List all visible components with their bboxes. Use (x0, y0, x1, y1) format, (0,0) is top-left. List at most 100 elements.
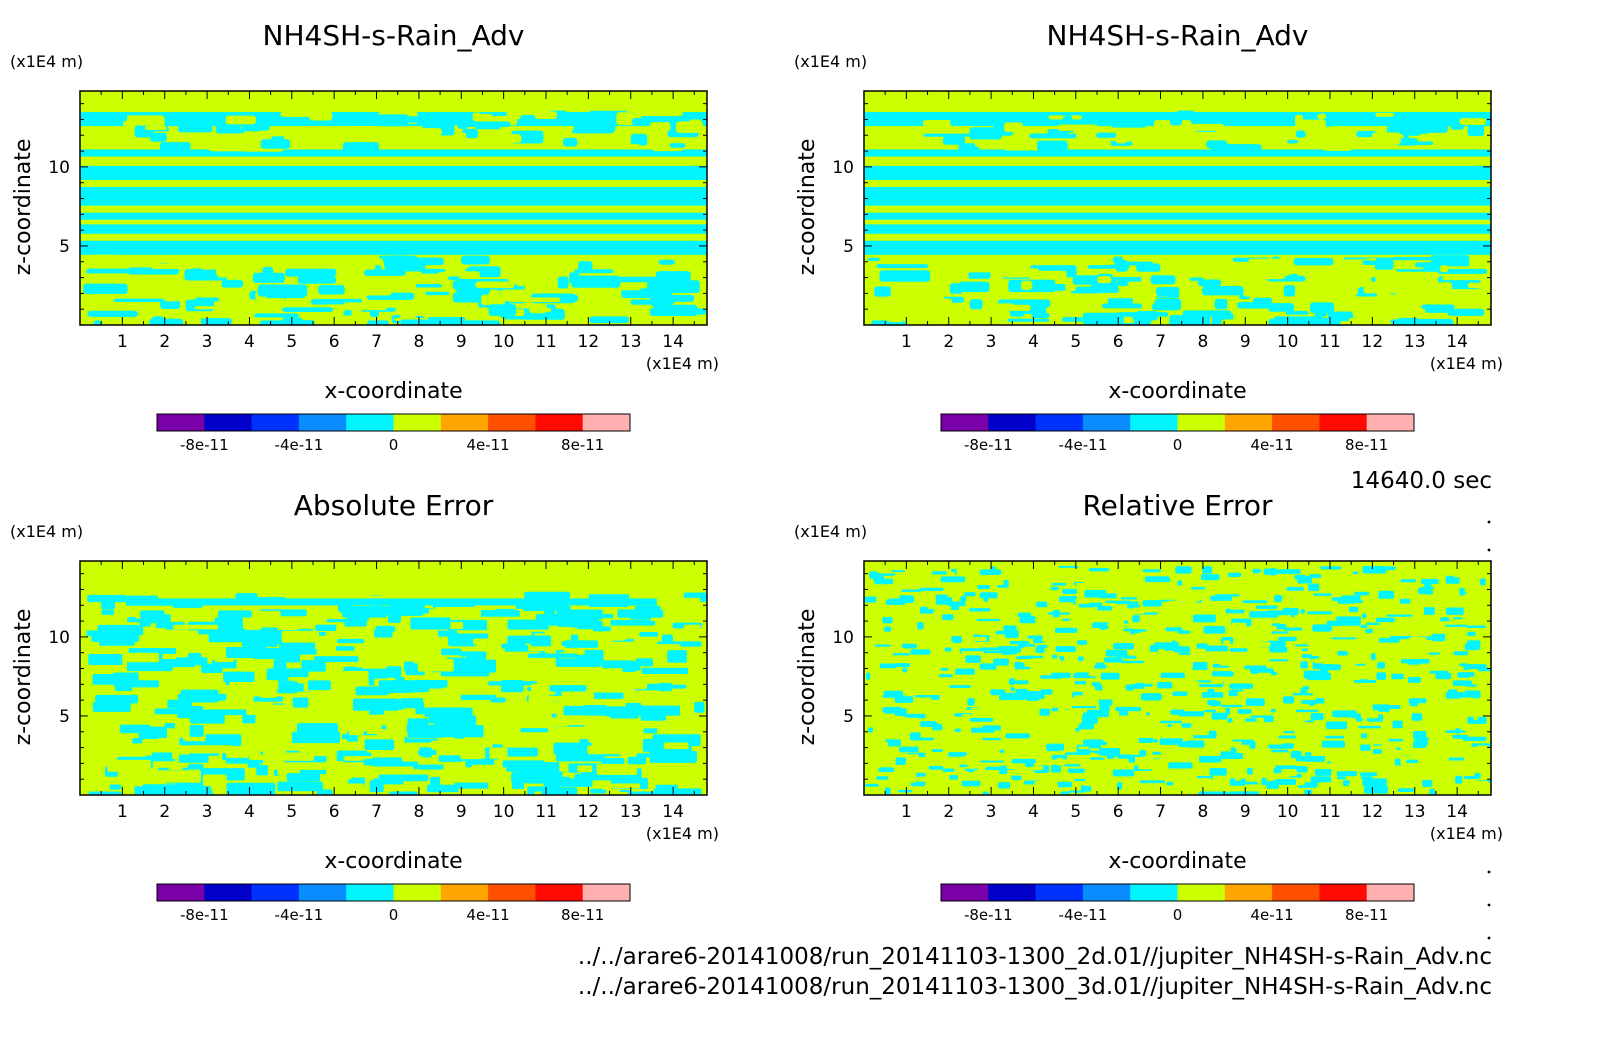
field-blob (961, 267, 991, 273)
field-blob (1005, 620, 1018, 626)
field-blob (1209, 700, 1221, 707)
field-blob (916, 649, 922, 652)
field-blob (1037, 141, 1068, 152)
field-blob (938, 674, 953, 678)
heatmap-field (864, 561, 1491, 795)
colorbar-swatch (346, 884, 394, 901)
field-blob (1054, 606, 1074, 610)
field-blob (950, 116, 964, 127)
field-blob (1120, 660, 1145, 664)
field-blob (185, 299, 215, 312)
field-blob (663, 742, 689, 750)
field-blob (1313, 287, 1352, 294)
field-blob (1453, 651, 1469, 656)
field-blob (940, 667, 949, 671)
field-blob (1190, 674, 1209, 678)
x-tick-label: 1 (901, 332, 912, 352)
field-blob (967, 698, 975, 706)
field-blob (1017, 612, 1031, 618)
field-blob (596, 763, 638, 775)
field-blob (1325, 735, 1345, 739)
field-blob (499, 320, 548, 325)
field-blob (1230, 607, 1247, 610)
colorbar-swatch (204, 884, 253, 901)
field-blob (1083, 781, 1092, 786)
field-blob (1460, 789, 1479, 795)
x-tick-label: 8 (414, 332, 425, 352)
field-blob (424, 758, 437, 765)
colorbar-swatch (1082, 414, 1131, 431)
x-tick-label: 9 (456, 802, 467, 822)
field-blob (866, 672, 871, 680)
field-blob (966, 623, 987, 627)
field-blob (1062, 618, 1071, 621)
field-blob (637, 305, 654, 309)
field-blob (122, 652, 159, 663)
field-blob (1099, 703, 1110, 711)
field-blob (1111, 124, 1147, 128)
field-blob (909, 740, 920, 747)
field-blob (1004, 630, 1019, 638)
field-blob (1312, 624, 1332, 632)
field-blob (1434, 782, 1447, 790)
field-blob (976, 618, 1000, 622)
field-blob (616, 267, 631, 275)
colorbar: -8e-11 -4e-11 0 4e-11 8e-11 (156, 413, 631, 454)
field-blob (1156, 290, 1177, 296)
field-blob (322, 320, 351, 324)
field-blob (1204, 709, 1217, 713)
plot-frame (863, 560, 1492, 796)
field-blob (1466, 625, 1486, 629)
field-blob (1225, 608, 1245, 614)
field-blob (1084, 589, 1107, 598)
field-blob (1455, 728, 1461, 734)
field-blob (1042, 636, 1068, 643)
field-blob (1256, 605, 1278, 609)
field-blob (286, 773, 321, 782)
field-blob (1166, 689, 1172, 697)
field-blob (1212, 663, 1221, 668)
field-blob (149, 132, 167, 142)
field-blob (1283, 696, 1294, 704)
field-blob (1422, 779, 1433, 787)
field-blob (1105, 649, 1115, 657)
field-blob (370, 116, 420, 123)
field-blob (1283, 593, 1302, 601)
colorbar-swatch (1035, 884, 1084, 901)
field-blob (190, 713, 225, 724)
x-tick-label: 11 (1319, 802, 1341, 822)
field-blob (876, 264, 929, 269)
field-blob (282, 307, 334, 312)
field-blob (885, 600, 906, 605)
field-band (864, 186, 1491, 206)
field-blob (1393, 622, 1404, 631)
field-blob (88, 791, 119, 795)
field-blob (531, 683, 556, 696)
field-blob (951, 745, 961, 750)
field-blob (1153, 642, 1180, 650)
field-blob (1090, 627, 1101, 633)
field-blob (1468, 676, 1490, 679)
panel-title: NH4SH-s-Rain_Adv (1047, 19, 1309, 52)
field-blob (1214, 298, 1228, 310)
field-blob (1136, 310, 1156, 320)
field-blob (1328, 116, 1370, 120)
field-blob (1459, 697, 1474, 702)
field-blob (1111, 567, 1128, 575)
plot-frame (79, 560, 708, 796)
field-blob (242, 265, 263, 269)
field-blob (942, 614, 954, 621)
field-blob (1428, 771, 1438, 777)
field-blob (1315, 697, 1325, 705)
field-blob (1183, 720, 1197, 724)
field-blob (118, 289, 160, 297)
field-blob (1181, 723, 1192, 728)
field-blob (553, 742, 588, 755)
field-blob (1301, 648, 1309, 652)
field-blob (1060, 727, 1067, 735)
field-blob (348, 726, 364, 736)
field-blob (358, 283, 391, 290)
field-blob (881, 594, 900, 599)
field-blob (1319, 652, 1332, 656)
field-blob (1255, 642, 1271, 647)
